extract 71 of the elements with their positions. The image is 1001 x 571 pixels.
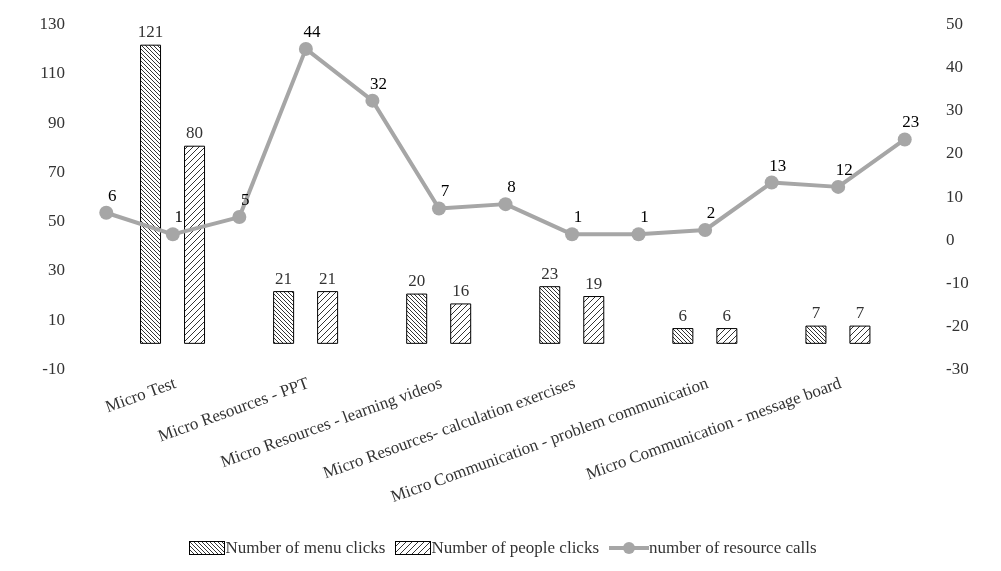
point [565, 227, 580, 242]
data-label: 23 [541, 263, 559, 283]
point [232, 210, 247, 225]
data-label: 8 [507, 177, 516, 197]
bar [184, 145, 206, 344]
bar [273, 291, 295, 344]
data-label: 5 [241, 190, 250, 210]
bar [805, 325, 827, 344]
data-label: 6 [722, 305, 732, 325]
y2-tick-label: 30 [946, 100, 963, 120]
data-label: 1 [573, 207, 583, 227]
data-label: 2 [706, 203, 716, 222]
point [698, 223, 713, 237]
bar [716, 328, 738, 344]
y-tick-label: -10 [42, 359, 65, 379]
y-tick-label: 90 [48, 112, 65, 132]
data-label: 23 [902, 112, 920, 132]
y-tick-label: 10 [48, 309, 65, 329]
data-label: 121 [137, 22, 164, 42]
data-label: 1 [640, 207, 649, 227]
point [764, 175, 779, 190]
y2-tick-label: 10 [946, 186, 963, 206]
bar [406, 293, 428, 344]
y2-tick-label: 50 [946, 14, 963, 34]
bar [317, 291, 339, 344]
y2-tick-label: -30 [946, 359, 969, 379]
y-tick-label: 130 [39, 14, 65, 34]
point [631, 227, 646, 242]
point [298, 41, 313, 56]
y-tick-label: 50 [48, 211, 65, 231]
data-label: 16 [452, 280, 470, 300]
data-label: 20 [408, 271, 426, 291]
point [365, 93, 380, 108]
data-label: 19 [585, 273, 603, 293]
legend-label: number of resource calls [649, 538, 817, 558]
data-label: 32 [369, 73, 387, 93]
bar [450, 303, 472, 344]
bar [583, 296, 605, 344]
y2-tick-label: -10 [946, 272, 969, 292]
data-label: 12 [835, 159, 853, 179]
bar [672, 328, 694, 344]
point [498, 197, 513, 212]
data-label: 44 [303, 21, 321, 41]
data-label: 7 [440, 181, 450, 201]
data-label: 21 [275, 268, 293, 288]
bar [140, 44, 162, 344]
point [99, 205, 114, 220]
legend-label: Number of people clicks [431, 538, 600, 558]
y2-tick-label: 40 [946, 57, 963, 77]
data-label: 1 [174, 207, 184, 227]
y-tick-label: 30 [48, 260, 65, 280]
y2-tick-label: 0 [946, 229, 955, 249]
data-label: 13 [769, 155, 787, 175]
bar [539, 286, 561, 344]
data-label: 21 [319, 268, 337, 288]
point [831, 179, 846, 194]
data-label: 80 [186, 123, 204, 143]
point [165, 227, 180, 242]
data-label: 7 [811, 303, 821, 323]
y-tick-label: 110 [40, 63, 65, 83]
x-tick-label: Micro Test [102, 373, 179, 417]
y-tick-label: 70 [48, 161, 65, 181]
y2-tick-label: -20 [946, 315, 969, 335]
point [897, 132, 912, 147]
bar [849, 325, 871, 344]
legend-label: Number of menu clicks [225, 538, 386, 558]
point [431, 201, 446, 216]
data-label: 7 [855, 303, 865, 323]
data-label: 6 [108, 185, 117, 205]
data-label: 6 [678, 305, 688, 325]
y2-tick-label: 20 [946, 143, 963, 163]
